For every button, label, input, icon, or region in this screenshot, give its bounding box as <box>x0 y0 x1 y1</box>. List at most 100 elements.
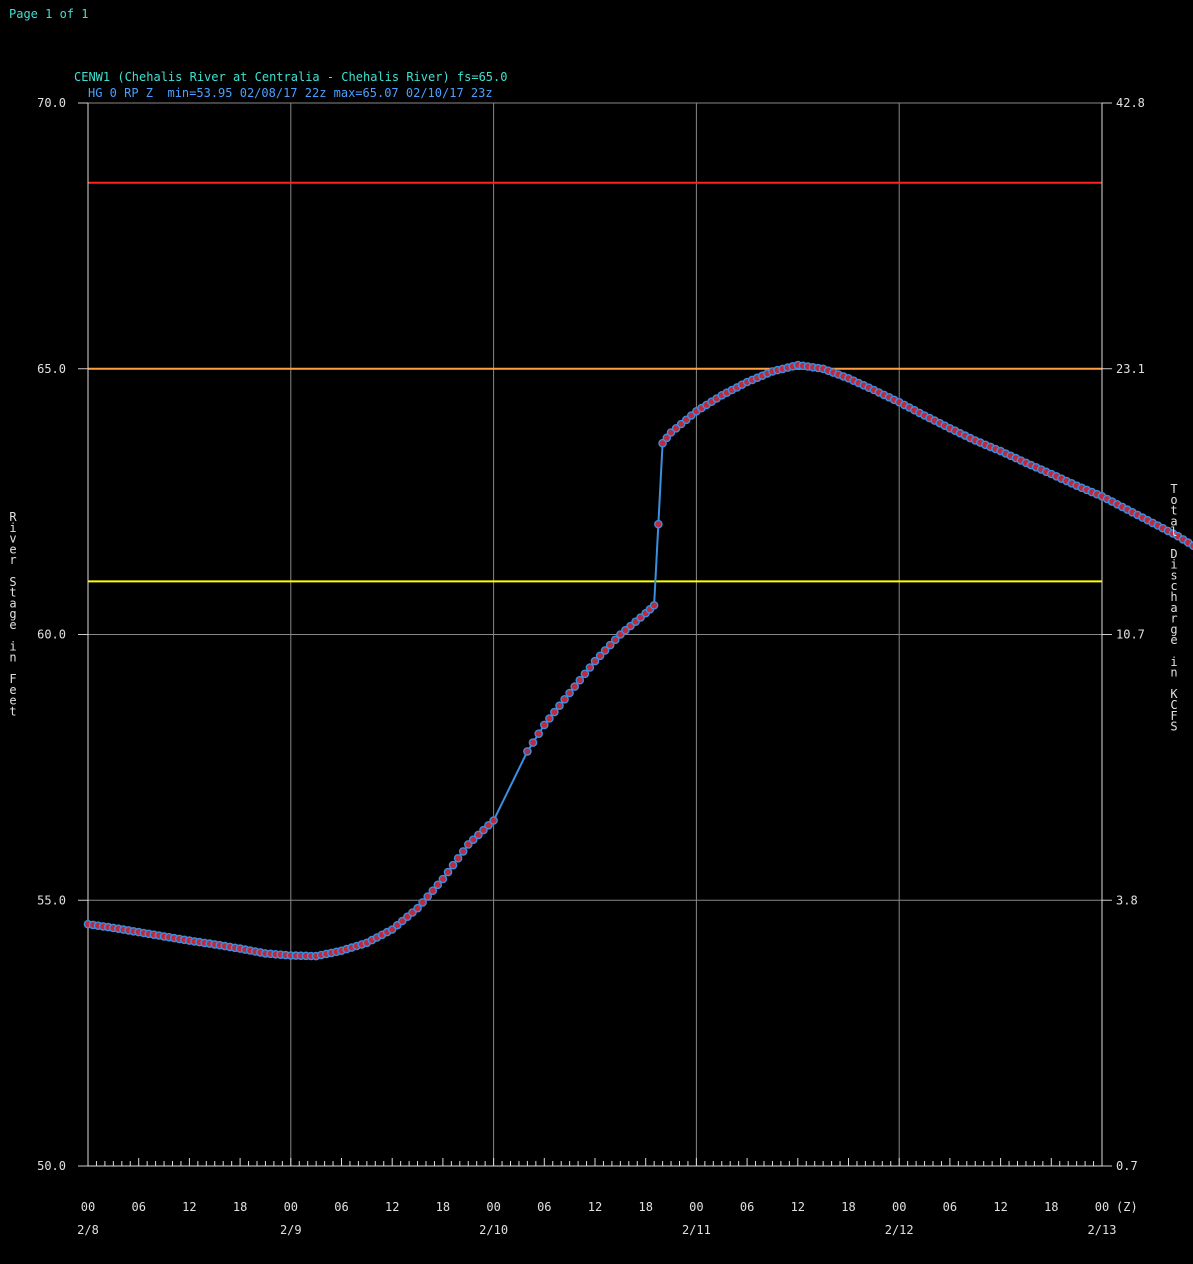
data-point <box>595 651 605 661</box>
y-tick-label: 65.0 <box>37 362 66 376</box>
x-tick-label: 12 <box>182 1200 196 1214</box>
svg-text:C: C <box>1170 698 1177 712</box>
x-tick-label: 06 <box>131 1200 145 1214</box>
svg-text:e: e <box>9 694 16 708</box>
data-point <box>654 519 663 529</box>
grid <box>87 102 1103 1167</box>
date-label: 2/10 <box>479 1223 508 1237</box>
date-label: 2/12 <box>885 1223 914 1237</box>
svg-text:R: R <box>9 510 17 524</box>
data-point <box>600 646 610 655</box>
x-tick-label: 00 <box>81 1200 95 1214</box>
svg-text:a: a <box>1170 514 1177 528</box>
x-tick-label: 18 <box>638 1200 652 1214</box>
threshold-lines <box>88 181 1102 583</box>
data-point <box>649 601 659 610</box>
svg-text:D: D <box>1170 547 1177 561</box>
data-point <box>611 635 620 645</box>
axes <box>78 102 1112 1167</box>
y-tick-label: 50.0 <box>37 1159 66 1173</box>
svg-text:l: l <box>1170 525 1177 539</box>
x-tick-label: 18 <box>233 1200 247 1214</box>
y-tick-label: 60.0 <box>37 628 66 642</box>
x-tick-label: 00 <box>892 1200 906 1214</box>
svg-text:s: s <box>1170 568 1177 582</box>
svg-text:e: e <box>1170 633 1177 647</box>
x-tick-label: 12 <box>385 1200 399 1214</box>
data-point <box>489 816 498 825</box>
svg-text:e: e <box>9 683 16 697</box>
data-point <box>528 738 538 747</box>
data-point <box>428 886 438 896</box>
svg-text:e: e <box>9 542 16 556</box>
date-label: 2/9 <box>280 1223 302 1237</box>
svg-text:o: o <box>1170 493 1177 507</box>
svg-text:i: i <box>1170 655 1177 669</box>
data-point <box>560 695 569 704</box>
svg-text:v: v <box>9 532 16 546</box>
svg-text:r: r <box>1170 612 1177 626</box>
svg-text:t: t <box>9 586 16 600</box>
series <box>83 360 1193 961</box>
svg-text:c: c <box>1170 579 1177 593</box>
svg-text:n: n <box>1170 666 1177 680</box>
svg-text:i: i <box>9 640 16 654</box>
data-point <box>555 701 564 711</box>
chart-title: CENW1 (Chehalis River at Centralia - Che… <box>74 70 507 84</box>
data-point <box>433 880 443 890</box>
x-tick-label: 06 <box>740 1200 754 1214</box>
y-tick-label-right: 23.1 <box>1116 362 1145 376</box>
svg-text:F: F <box>1170 709 1177 723</box>
data-point <box>418 898 427 907</box>
svg-text:i: i <box>1170 558 1177 572</box>
data-point <box>590 656 600 666</box>
x-tick-label: 00 <box>486 1200 500 1214</box>
data-point <box>453 854 463 863</box>
y-tick-label-right: 3.8 <box>1116 893 1138 907</box>
x-tick-label: 18 <box>1044 1200 1058 1214</box>
y-tick-label-right: 0.7 <box>1116 1159 1138 1173</box>
svg-text:h: h <box>1170 590 1177 604</box>
svg-text:K: K <box>1170 687 1178 701</box>
data-point <box>423 892 433 901</box>
x-tick-label: 12 <box>588 1200 602 1214</box>
svg-text:g: g <box>1170 622 1177 636</box>
data-point <box>523 747 532 756</box>
data-point <box>545 714 554 723</box>
x-tick-label: 18 <box>436 1200 450 1214</box>
data-point <box>540 720 549 730</box>
svg-text:r: r <box>9 553 16 567</box>
data-point <box>484 821 493 830</box>
series-line <box>87 363 1193 958</box>
svg-text:e: e <box>9 618 16 632</box>
data-point <box>443 867 453 877</box>
x-tick-label: 00 <box>284 1200 298 1214</box>
svg-text:T: T <box>1170 482 1177 496</box>
data-point <box>468 835 478 845</box>
svg-text:S: S <box>1170 720 1177 734</box>
x-tick-label: 06 <box>943 1200 957 1214</box>
x-tick-label: 18 <box>841 1200 855 1214</box>
data-point <box>1189 541 1193 550</box>
date-label: 2/13 <box>1088 1223 1117 1237</box>
y-tick-label: 70.0 <box>37 96 66 110</box>
svg-text:a: a <box>9 596 16 610</box>
y-tick-label-right: 10.7 <box>1116 628 1145 642</box>
x-tick-label: 06 <box>537 1200 551 1214</box>
x-tick-label: 00 <box>1095 1200 1109 1214</box>
svg-text:F: F <box>9 672 16 686</box>
data-point <box>550 707 559 717</box>
data-point <box>605 640 615 650</box>
x-unit-label: (Z) <box>1116 1200 1138 1214</box>
svg-text:S: S <box>9 575 16 589</box>
svg-text:g: g <box>9 607 16 621</box>
labels: CENW1 (Chehalis River at Centralia - Che… <box>9 70 1178 1237</box>
x-tick-label: 06 <box>334 1200 348 1214</box>
svg-text:i: i <box>9 521 16 535</box>
data-point <box>448 860 458 870</box>
data-point <box>658 438 667 448</box>
data-point <box>463 840 473 849</box>
